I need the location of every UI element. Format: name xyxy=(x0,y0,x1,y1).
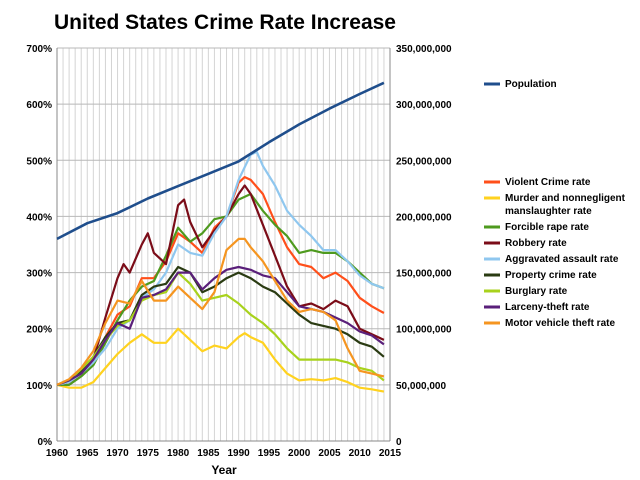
y-left-tick-label: 0% xyxy=(38,437,53,448)
x-tick-label: 1975 xyxy=(137,448,160,459)
x-tick-label: 2005 xyxy=(318,448,341,459)
y-left-tick-label: 600% xyxy=(26,100,52,111)
chart-title: United States Crime Rate Increase xyxy=(54,11,396,34)
legend-label: Violent Crime rate xyxy=(505,177,591,188)
y-left-tick-label: 100% xyxy=(26,381,52,392)
y-right-tick-label: 200,000,000 xyxy=(396,212,452,223)
legend-label: Robbery rate xyxy=(505,238,567,249)
series-line-aggravated-assault-rate xyxy=(56,150,385,386)
legend-label: manslaughter rate xyxy=(505,206,592,217)
y-right-ticks: 0 50,000,000 100,000,000 150,000,000 200,000… xyxy=(396,44,452,448)
x-tick-label: 2000 xyxy=(288,448,311,459)
series-lines xyxy=(56,81,385,393)
legend-label: Forcible rape rate xyxy=(505,222,589,233)
legend-label: Larceny-theft rate xyxy=(505,302,590,313)
y-left-tick-label: 200% xyxy=(26,325,52,336)
series-line-population xyxy=(56,81,385,241)
y-right-tick-label: 50,000,000 xyxy=(396,381,446,392)
legend-label: Property crime rate xyxy=(505,270,597,281)
legend-label: Burglary rate xyxy=(505,286,568,297)
x-axis-title: Year xyxy=(211,463,237,477)
series-line-motor-vehicle-theft-rate xyxy=(56,237,385,386)
series-line-murder-and-nonnegligent-manslaughter-rate xyxy=(56,327,385,393)
legend-label: Motor vehicle theft rate xyxy=(505,318,615,329)
legend-label: Aggravated assault rate xyxy=(505,254,619,265)
legend-label: Murder and nonnegligent xyxy=(505,193,626,204)
y-left-tick-label: 500% xyxy=(26,156,52,167)
y-left-tick-label: 400% xyxy=(26,212,52,223)
x-tick-label: 1960 xyxy=(46,448,69,459)
x-tick-label: 1995 xyxy=(258,448,281,459)
y-left-tick-label: 300% xyxy=(26,269,52,280)
x-ticks: 1960 1965 1970 1975 1980 1985 1990 1995 2000 2005… xyxy=(46,448,402,459)
y-left-ticks: 0% 100% 200% 300% 400% 500% 600% 700% xyxy=(26,44,52,448)
grid xyxy=(56,47,391,442)
y-right-tick-label: 350,000,000 xyxy=(396,44,452,55)
y-right-tick-label: 0 xyxy=(396,437,402,448)
y-right-tick-label: 150,000,000 xyxy=(396,269,452,280)
y-right-tick-label: 250,000,000 xyxy=(396,156,452,167)
x-tick-label: 1990 xyxy=(228,448,251,459)
x-tick-label: 2010 xyxy=(349,448,372,459)
x-tick-label: 1970 xyxy=(106,448,129,459)
y-right-tick-label: 100,000,000 xyxy=(396,325,452,336)
x-tick-label: 1965 xyxy=(76,448,99,459)
legend: Population Violent Crime rate Murder and n… xyxy=(484,79,626,329)
x-tick-label: 1980 xyxy=(167,448,190,459)
y-left-tick-label: 700% xyxy=(26,44,52,55)
series-line-robbery-rate xyxy=(56,184,385,386)
y-right-tick-label: 300,000,000 xyxy=(396,100,452,111)
legend-label: Population xyxy=(505,79,557,90)
x-tick-label: 2015 xyxy=(379,448,402,459)
x-tick-label: 1985 xyxy=(197,448,220,459)
